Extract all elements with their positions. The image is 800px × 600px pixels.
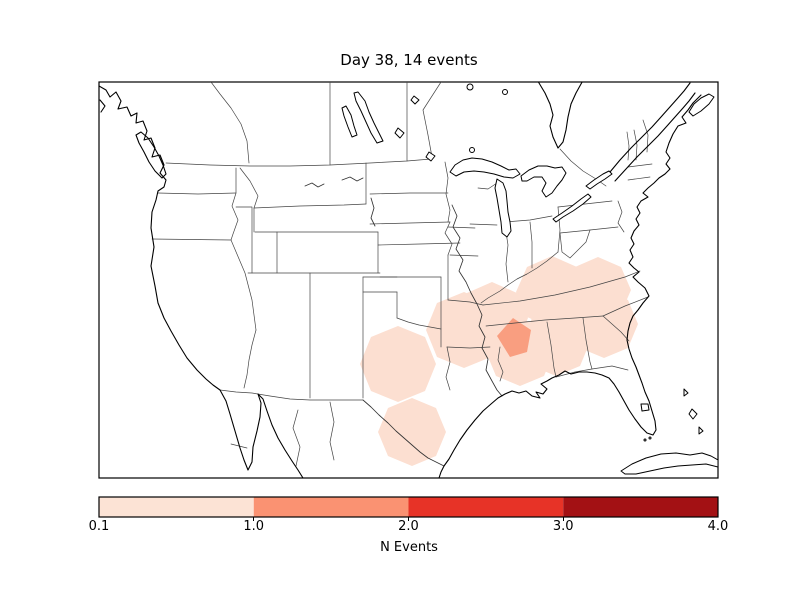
event-patch — [378, 398, 446, 466]
lakes-islands — [341, 83, 718, 475]
event-patch — [570, 290, 638, 358]
figure-title: Day 38, 14 events — [340, 51, 478, 69]
colorbar-axis-label: N Events — [380, 540, 438, 555]
colorbar — [98, 496, 719, 518]
colorbar-segment-2 — [253, 497, 409, 517]
event-patch-hotspot — [497, 318, 531, 357]
colorbar-tick-mark — [253, 517, 254, 521]
event-patch — [360, 326, 436, 402]
colorbar-tick-label: 2.0 — [398, 519, 419, 534]
colorbar-segment-4 — [563, 497, 718, 517]
colorbar-tick-label: 1.0 — [243, 519, 265, 534]
colorbar-tick-label: 3.0 — [552, 519, 574, 534]
rivers — [304, 176, 503, 467]
colorbar-tick-mark — [408, 517, 409, 521]
colorbar-tick-label: 0.1 — [88, 519, 110, 534]
colorbar-segment-1 — [99, 497, 254, 517]
coastlines — [99, 82, 702, 478]
state-borders — [151, 82, 653, 467]
colorbar-tick-label: 4.0 — [707, 519, 729, 534]
colorbar-segment-3 — [408, 497, 564, 517]
event-patch — [516, 256, 588, 328]
colorbar-tick-mark — [563, 517, 564, 521]
